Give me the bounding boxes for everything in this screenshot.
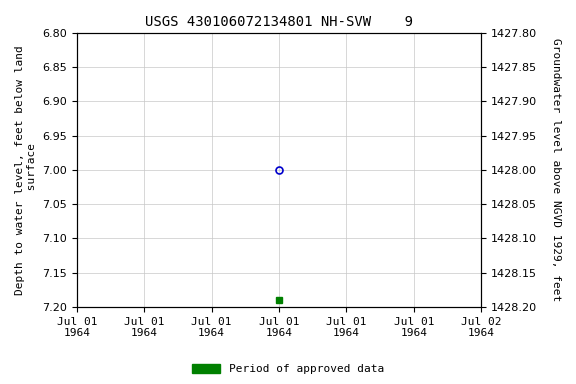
Legend: Period of approved data: Period of approved data (188, 359, 388, 379)
Y-axis label: Depth to water level, feet below land
 surface: Depth to water level, feet below land su… (15, 45, 37, 295)
Y-axis label: Groundwater level above NGVD 1929, feet: Groundwater level above NGVD 1929, feet (551, 38, 561, 301)
Title: USGS 430106072134801 NH-SVW    9: USGS 430106072134801 NH-SVW 9 (145, 15, 413, 29)
